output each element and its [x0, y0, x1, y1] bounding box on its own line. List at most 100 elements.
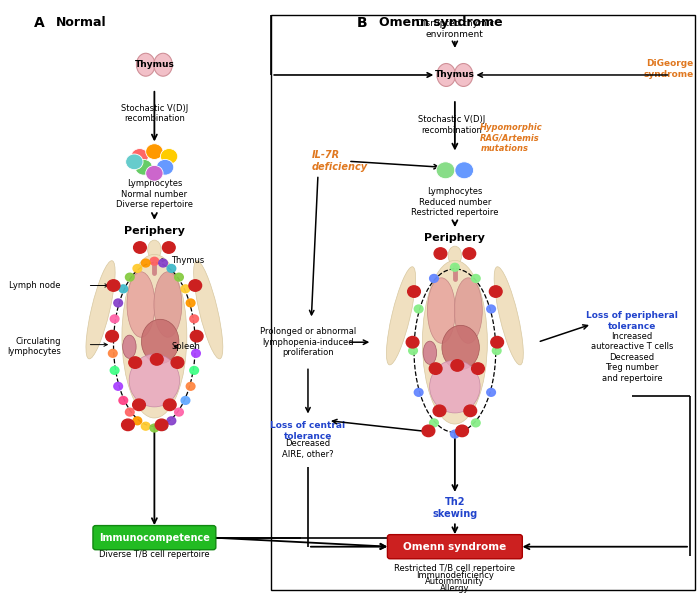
Ellipse shape	[127, 271, 155, 337]
Text: Normal: Normal	[56, 16, 107, 30]
Circle shape	[472, 363, 484, 375]
Text: Restricted T/B cell repertoire: Restricted T/B cell repertoire	[394, 564, 515, 573]
FancyBboxPatch shape	[93, 525, 216, 550]
Circle shape	[159, 259, 167, 267]
Circle shape	[133, 417, 141, 425]
Circle shape	[486, 388, 496, 396]
Bar	[271, 15, 695, 590]
Text: Allergy: Allergy	[440, 584, 470, 593]
Ellipse shape	[442, 325, 480, 370]
Circle shape	[125, 273, 134, 281]
Circle shape	[134, 242, 146, 253]
Text: Hypomorphic
RAG/Artemis
mutations: Hypomorphic RAG/Artemis mutations	[480, 124, 543, 153]
Ellipse shape	[422, 261, 487, 424]
Circle shape	[141, 422, 150, 430]
Ellipse shape	[122, 335, 136, 358]
Circle shape	[162, 242, 175, 253]
Circle shape	[150, 424, 159, 432]
Circle shape	[114, 382, 122, 390]
Circle shape	[455, 162, 474, 179]
Ellipse shape	[129, 354, 180, 407]
Circle shape	[186, 299, 195, 307]
Ellipse shape	[386, 267, 416, 365]
Circle shape	[414, 388, 423, 396]
Text: Omenn syndrome: Omenn syndrome	[379, 16, 503, 30]
Text: Thymus: Thymus	[435, 70, 475, 79]
Circle shape	[171, 357, 184, 368]
Circle shape	[114, 299, 122, 307]
Circle shape	[429, 363, 442, 375]
Ellipse shape	[494, 267, 524, 365]
Text: Periphery: Periphery	[424, 233, 485, 243]
Circle shape	[155, 419, 168, 431]
Circle shape	[491, 336, 503, 348]
Ellipse shape	[428, 278, 456, 343]
Text: Stochastic V(D)J
recombination: Stochastic V(D)J recombination	[418, 115, 485, 135]
Text: Th2
skewing: Th2 skewing	[433, 498, 477, 519]
Circle shape	[141, 259, 150, 267]
Text: A: A	[34, 16, 45, 30]
Circle shape	[486, 305, 496, 313]
Circle shape	[464, 405, 477, 416]
Circle shape	[156, 159, 174, 175]
Circle shape	[189, 280, 202, 291]
Circle shape	[181, 285, 190, 293]
Text: Spleen: Spleen	[171, 342, 200, 351]
Ellipse shape	[194, 261, 223, 359]
Circle shape	[133, 264, 141, 272]
Text: Decreased
AIRE, other?: Decreased AIRE, other?	[282, 439, 334, 459]
Circle shape	[190, 330, 203, 342]
Circle shape	[489, 286, 502, 298]
Text: Disrupted thymic
environment: Disrupted thymic environment	[416, 19, 494, 39]
Text: IL-7R
deficiency: IL-7R deficiency	[312, 150, 368, 172]
Ellipse shape	[141, 319, 179, 364]
Text: Lymph node: Lymph node	[9, 281, 61, 290]
Text: Lymphocytes
Reduced number
Restricted repertoire: Lymphocytes Reduced number Restricted re…	[411, 187, 498, 217]
Circle shape	[131, 148, 148, 164]
Text: Loss of peripheral
tolerance: Loss of peripheral tolerance	[586, 311, 678, 331]
Circle shape	[146, 165, 163, 181]
Circle shape	[119, 396, 127, 404]
Text: Stochastic V(D)J
recombination: Stochastic V(D)J recombination	[121, 104, 188, 123]
Ellipse shape	[122, 255, 187, 418]
Circle shape	[107, 280, 120, 291]
Circle shape	[146, 144, 163, 159]
Text: B: B	[357, 16, 368, 30]
Circle shape	[472, 275, 480, 282]
Circle shape	[433, 405, 446, 416]
Text: Autoimmunity: Autoimmunity	[425, 578, 484, 587]
Circle shape	[422, 425, 435, 436]
Circle shape	[111, 315, 119, 323]
Circle shape	[159, 422, 167, 430]
Ellipse shape	[454, 64, 472, 87]
Circle shape	[436, 162, 455, 179]
Text: Immunodeficiency: Immunodeficiency	[416, 571, 493, 580]
Ellipse shape	[154, 53, 172, 76]
Circle shape	[126, 154, 143, 170]
Circle shape	[451, 360, 463, 371]
Circle shape	[174, 408, 183, 416]
Circle shape	[407, 286, 421, 298]
Circle shape	[108, 332, 117, 340]
Ellipse shape	[148, 240, 161, 259]
Circle shape	[160, 148, 178, 164]
Circle shape	[430, 275, 438, 282]
Text: Increased
autoreactive T cells
Decreased
Treg number
and repertoire: Increased autoreactive T cells Decreased…	[591, 332, 673, 382]
Circle shape	[122, 419, 134, 431]
Ellipse shape	[86, 261, 115, 359]
Circle shape	[163, 399, 176, 410]
Circle shape	[181, 396, 190, 404]
Circle shape	[135, 159, 153, 175]
Circle shape	[492, 347, 501, 355]
Circle shape	[111, 367, 119, 375]
Circle shape	[129, 357, 141, 368]
Text: Omenn syndrome: Omenn syndrome	[403, 542, 507, 551]
Circle shape	[133, 399, 146, 410]
Circle shape	[167, 417, 176, 425]
Text: DiGeorge
syndrome: DiGeorge syndrome	[643, 59, 693, 79]
Circle shape	[451, 430, 459, 438]
Circle shape	[451, 264, 459, 271]
Circle shape	[456, 425, 468, 436]
Circle shape	[174, 273, 183, 281]
Ellipse shape	[437, 64, 456, 87]
